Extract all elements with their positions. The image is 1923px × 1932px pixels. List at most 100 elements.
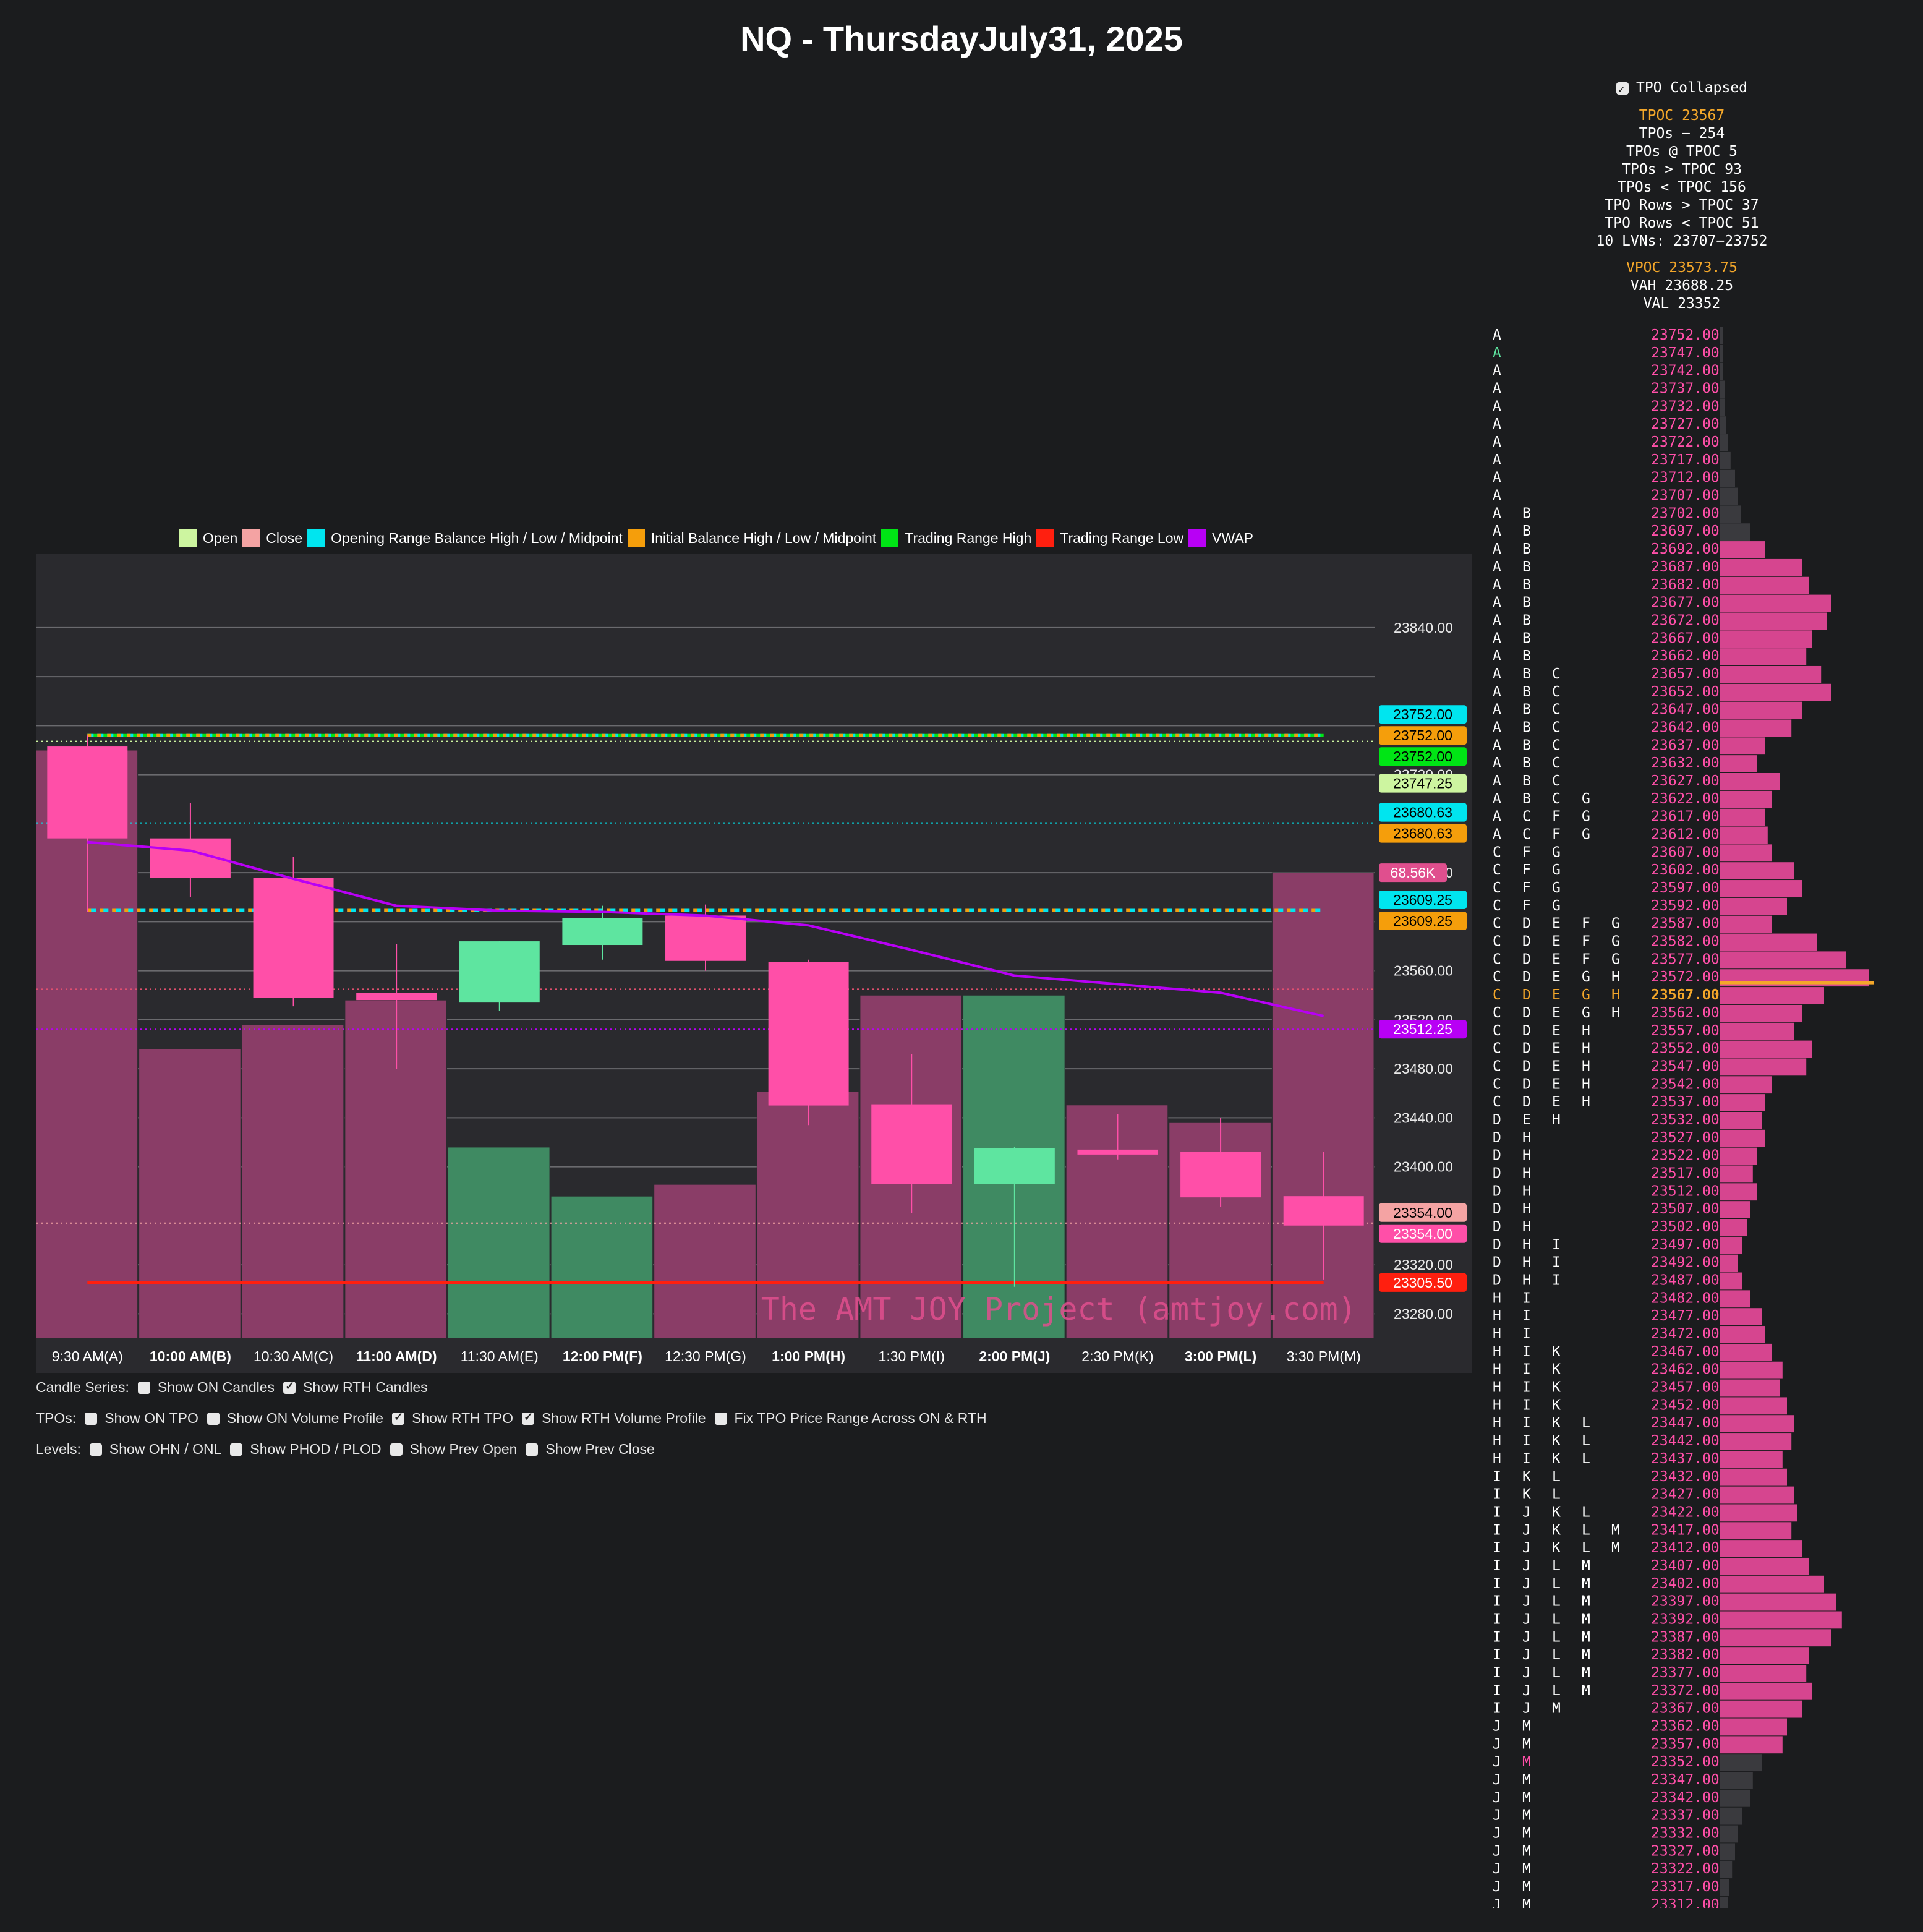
legend-item[interactable]: Open [179,529,237,547]
volume-profile-bar [1720,915,1772,933]
tpo-price-label: 23737.00 [1651,381,1720,397]
tpo-letter: M [1582,1647,1590,1663]
tpo-letter: E [1552,951,1561,967]
checkbox-icon[interactable] [207,1412,220,1425]
volume-profile-bar [1720,487,1738,505]
tpo-svg: A 23752.00 A 23747.00 A 23742.00 A 23737.00 A 237… [1493,327,1874,1932]
level-price-tag [1379,774,1467,793]
candle-body [665,915,746,961]
tpo-letter: G [1611,916,1620,932]
tpo-letter: C [1493,1041,1501,1057]
checkbox-option[interactable]: Show Prev Close [526,1441,655,1458]
tpo-letter: M [1582,1594,1590,1610]
legend-item[interactable]: Close [242,529,302,547]
volume-profile-bar [1720,933,1817,951]
legend-item[interactable]: Trading Range High [881,529,1031,547]
checkbox-option[interactable]: Show OHN / ONL [89,1441,221,1458]
checkbox-icon[interactable] [137,1381,150,1394]
volume-profile-bar [1720,576,1809,594]
checkbox-icon[interactable] [283,1380,296,1394]
checkbox-icon[interactable] [522,1411,535,1425]
checkbox-option[interactable]: Show Prev Open [390,1441,517,1458]
tpo-letter: A [1493,648,1501,664]
volume-profile-bar [1720,1682,1812,1700]
tpo-letter: J [1493,1790,1501,1806]
checkbox-icon[interactable] [391,1411,404,1425]
tpo-price-label: 23412.00 [1651,1540,1720,1556]
tpo-profile: A 23752.00 A 23747.00 A 23742.00 A 23737.00 A 237… [1484,325,1917,1932]
legend-item[interactable]: Initial Balance High / Low / Midpoint [627,529,876,547]
tpo-letter: J [1493,1772,1501,1788]
x-tick-label: 10:00 AM(B) [150,1348,231,1364]
checkbox-icon[interactable] [230,1443,243,1456]
levels-label: Levels: [36,1441,81,1457]
tpo-letter: J [1522,1629,1531,1645]
tpo-letter: F [1522,862,1531,878]
volume-profile-bar [1720,1611,1842,1629]
tpo-letter: E [1552,1094,1561,1110]
tpo-letter: G [1582,969,1590,985]
legend-item[interactable]: Trading Range Low [1036,529,1183,547]
checkbox-option[interactable]: Show ON Candles [137,1379,275,1396]
chart-title: NQ - ThursdayJuly31, 2025 [740,19,1183,58]
tpo-letter: C [1552,702,1561,718]
checkbox-label: Show ON Candles [157,1379,275,1395]
level-price-label: 23680.63 [1393,826,1452,842]
legend-item[interactable]: VWAP [1188,529,1253,547]
tpo-letter: C [1552,773,1561,789]
tpo-letter: C [1493,880,1501,896]
tpo-letter: K [1552,1362,1561,1378]
level-price-label: 23609.25 [1393,913,1452,929]
tpo-letter: B [1522,719,1531,735]
tpo-letter: H [1522,1201,1531,1217]
checkbox-option[interactable]: Show PHOD / PLOD [230,1441,382,1458]
checkbox-icon[interactable] [85,1412,98,1425]
tpo-letter: D [1522,1041,1531,1057]
volume-profile-bar [1720,469,1735,487]
tpo-letter: H [1493,1415,1501,1431]
tpo-price-label: 23342.00 [1651,1790,1720,1806]
tpo-letter: F [1552,809,1561,825]
candle-body [1283,1196,1364,1226]
checkbox-option[interactable]: Show RTH Candles [283,1379,428,1396]
checkbox-option[interactable]: Show RTH TPO [391,1410,513,1427]
tpo-letter: J [1522,1683,1531,1699]
checkbox-icon[interactable] [89,1443,102,1456]
checkbox-option[interactable]: Fix TPO Price Range Across ON & RTH [714,1410,987,1427]
volume-profile-bar [1720,523,1750,541]
tpo-price-label: 23732.00 [1651,398,1720,414]
tpo-letter: A [1493,791,1501,807]
tpo-letter: K [1552,1451,1561,1467]
checkbox-icon[interactable] [526,1443,539,1456]
tpo-letter: J [1522,1665,1531,1681]
volume-profile-bar [1720,1736,1783,1754]
volume-profile-bar [1720,434,1728,451]
tpo-letter: B [1522,648,1531,664]
checkbox-icon[interactable] [714,1412,727,1425]
volume-profile-bar [1720,1219,1747,1236]
tpo-letter: I [1493,1540,1501,1556]
legend-item[interactable]: Opening Range Balance High / Low / Midpo… [307,529,623,547]
checkbox-icon[interactable] [390,1443,403,1456]
tpo-letter: A [1493,755,1501,771]
volume-profile-bar [1720,1557,1809,1575]
volume-profile-bar [1720,612,1827,630]
checkbox-option[interactable]: Show ON TPO [85,1410,198,1427]
checkbox-option[interactable]: Show ON Volume Profile [207,1410,383,1427]
tpo-letter: B [1522,559,1531,575]
tpo-letter: B [1522,791,1531,807]
chart-svg[interactable]: The AMT JOY Project (amtjoy.com) 23840.00… [35,554,1472,1373]
tpos-label: TPOs: [36,1410,77,1426]
volume-profile-bar [1720,1665,1807,1682]
volume-profile-bar [1720,1433,1792,1450]
tpo-letter: E [1552,934,1561,950]
checkbox-icon[interactable] [1616,80,1629,98]
tpo-letter: K [1552,1504,1561,1520]
tpo-letter: L [1552,1487,1561,1503]
tpo-price-label: 23752.00 [1651,327,1720,343]
checkbox-option[interactable]: Show RTH Volume Profile [522,1410,706,1427]
tpo-letter: A [1493,470,1501,486]
tpo-letter: B [1522,505,1531,521]
candlestick-chart[interactable]: The AMT JOY Project (amtjoy.com) 23840.00… [35,554,1472,1373]
tpo-collapsed-toggle[interactable]: TPO Collapsed [1571,79,1793,98]
